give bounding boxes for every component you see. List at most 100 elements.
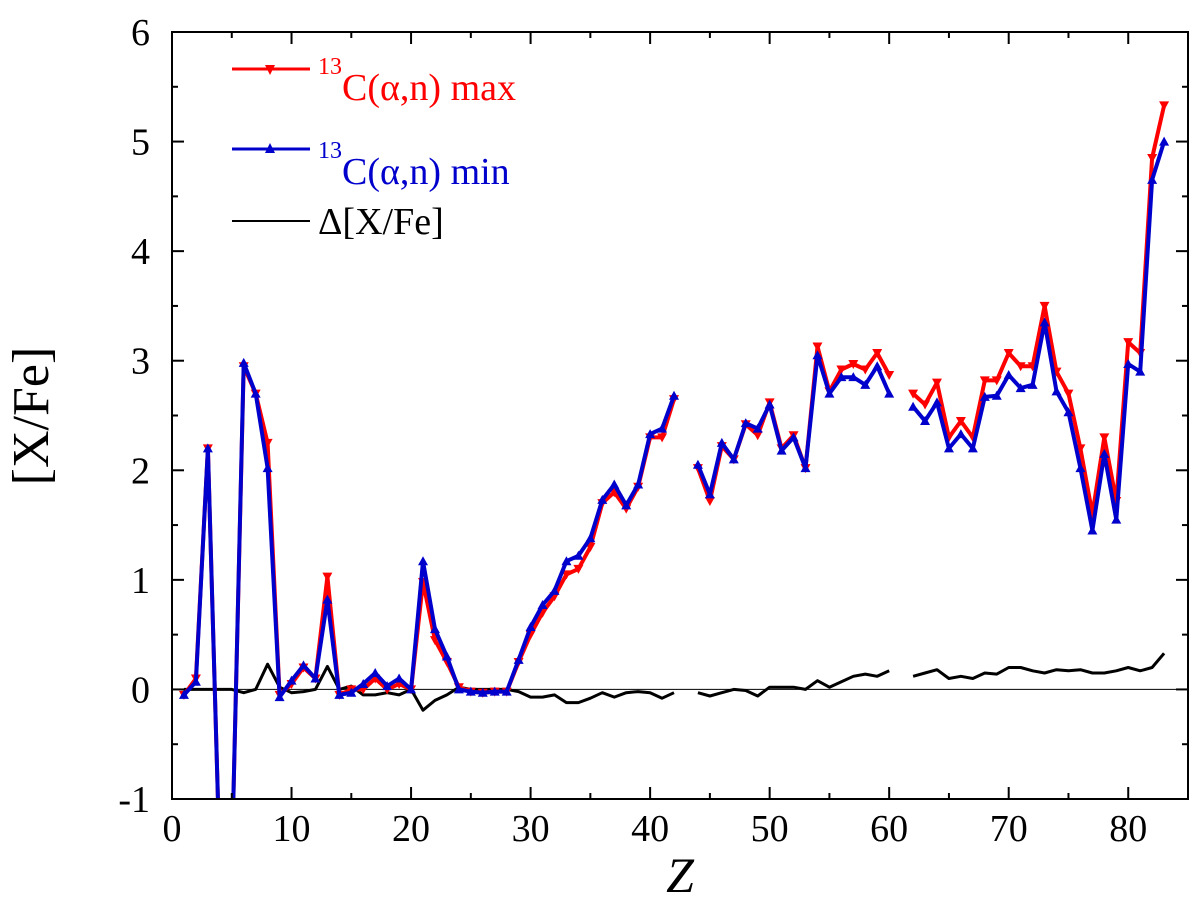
data-point-min	[728, 454, 739, 464]
legend-main-min: C(α,n) min	[342, 151, 510, 193]
y-tick-label: 2	[131, 450, 150, 492]
data-point-min	[752, 423, 763, 433]
data-point-min	[227, 860, 237, 869]
data-point-min	[298, 660, 309, 670]
data-point-min	[429, 624, 440, 634]
data-point-min	[215, 860, 225, 869]
data-point-min	[645, 429, 656, 439]
data-point-min	[1111, 514, 1122, 524]
x-tick-label: 80	[1109, 808, 1147, 850]
x-tick-label: 40	[631, 808, 669, 850]
legend-main-max: C(α,n) max	[342, 67, 516, 109]
data-point-min	[776, 445, 787, 455]
series-line-delta	[697, 669, 890, 698]
data-point-min	[525, 621, 536, 631]
legend-entry-max: 13C(α,n) max	[232, 54, 516, 109]
data-point-min	[979, 391, 990, 401]
data-point-min	[788, 432, 799, 442]
legend: 13C(α,n) max 13C(α,n) min Δ[X/Fe]	[232, 54, 516, 243]
data-point-min	[250, 388, 261, 398]
data-point-max	[657, 433, 668, 443]
data-point-max	[227, 861, 237, 870]
data-point-min	[740, 418, 751, 428]
data-point-min	[501, 686, 512, 696]
data-point-max	[920, 400, 931, 410]
legend-superscript-max: 13	[318, 54, 342, 80]
y-tick-label: 6	[131, 12, 150, 54]
data-point-min	[202, 443, 213, 453]
y-tick-label: 5	[131, 122, 150, 164]
data-point-max	[573, 564, 584, 574]
data-point-max	[752, 431, 763, 441]
data-point-max	[1099, 433, 1110, 443]
data-point-max	[848, 360, 859, 370]
data-point-min	[1159, 136, 1170, 146]
y-tick-label: -1	[118, 779, 150, 821]
data-point-min	[872, 361, 883, 371]
data-point-min	[621, 500, 632, 510]
data-point-min	[1087, 525, 1098, 535]
data-point-min	[1063, 407, 1074, 417]
data-point-min	[1147, 174, 1158, 184]
data-point-min	[908, 401, 919, 411]
data-point-min	[1039, 317, 1050, 327]
data-point-min	[394, 673, 405, 683]
data-point-max	[836, 365, 847, 375]
x-tick-label: 30	[512, 808, 550, 850]
series-line-delta	[184, 662, 675, 712]
data-point-min	[860, 379, 871, 389]
data-point-min	[382, 681, 393, 691]
data-point-min	[955, 429, 966, 439]
data-point-min	[465, 686, 476, 696]
x-tick-label: 20	[392, 808, 430, 850]
data-point-min	[346, 687, 357, 697]
legend-marker-min	[265, 143, 275, 153]
y-tick-label: 4	[131, 231, 150, 273]
data-point-min	[920, 415, 931, 425]
data-point-min	[848, 372, 859, 382]
data-point-min	[406, 684, 417, 694]
x-tick-label: 70	[990, 808, 1028, 850]
x-tick-label: 50	[751, 808, 789, 850]
data-point-min	[1051, 386, 1062, 396]
data-point-max	[812, 342, 823, 352]
data-point-min	[1075, 463, 1086, 473]
data-point-min	[704, 489, 715, 499]
legend-entry-min: 13C(α,n) min	[232, 138, 510, 193]
x-tick-label: 60	[870, 808, 908, 850]
data-point-min	[286, 675, 297, 685]
data-point-min	[633, 479, 644, 489]
data-point-min	[178, 689, 189, 699]
y-tick-label: 3	[131, 341, 150, 383]
data-point-max	[991, 376, 1002, 386]
data-point-min	[824, 388, 835, 398]
data-point-min	[190, 676, 201, 686]
data-point-max	[1147, 154, 1158, 164]
data-point-min	[585, 533, 596, 543]
legend-label-delta: Δ[X/Fe]	[318, 201, 444, 243]
data-point-max	[872, 349, 883, 359]
legend-marker-max	[265, 65, 275, 75]
data-point-min	[967, 443, 978, 453]
legend-entry-delta: Δ[X/Fe]	[232, 201, 444, 243]
data-point-min	[943, 443, 954, 453]
x-tick-label: 10	[273, 808, 311, 850]
data-point-min	[418, 556, 429, 566]
data-point-max	[215, 861, 225, 870]
data-point-max	[931, 378, 942, 388]
data-point-max	[704, 496, 715, 506]
x-tick-label: 0	[163, 808, 182, 850]
data-point-min	[238, 357, 249, 367]
data-point-min	[692, 459, 703, 469]
data-point-min	[1003, 369, 1014, 379]
data-point-max	[884, 370, 895, 380]
data-point-min	[262, 463, 273, 473]
data-point-min	[669, 390, 680, 400]
data-point-min	[489, 686, 500, 696]
data-point-min	[477, 687, 488, 697]
x-axis-title: Z	[666, 847, 695, 902]
data-point-min	[310, 673, 321, 683]
data-point-min	[800, 463, 811, 473]
data-point-min	[1099, 448, 1110, 458]
